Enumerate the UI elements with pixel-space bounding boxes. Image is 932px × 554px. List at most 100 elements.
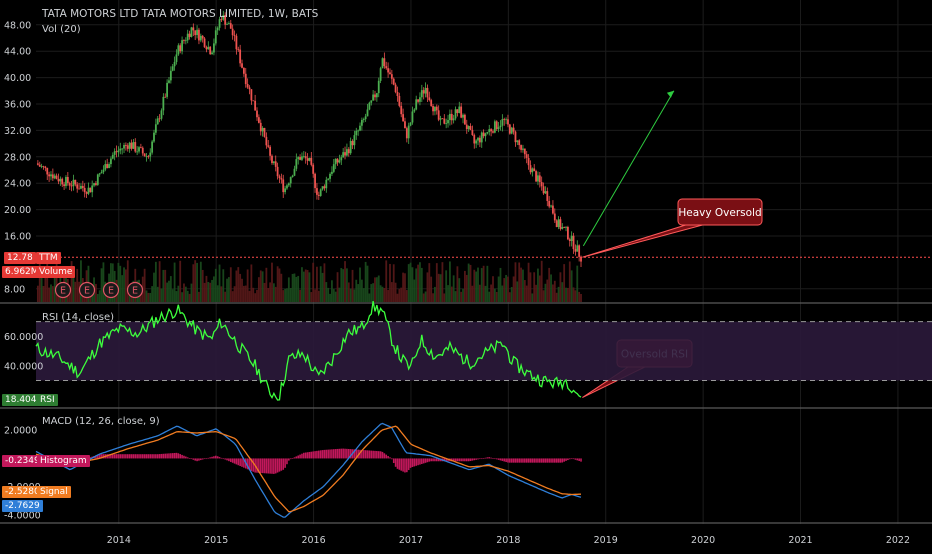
candle-body: [349, 140, 352, 154]
histogram-bar: [557, 458, 560, 463]
signal-series-line: [35, 425, 581, 513]
candle-body: [190, 27, 193, 37]
candle-body: [507, 119, 509, 125]
histogram-bar: [237, 458, 240, 466]
volume-bar: [523, 280, 526, 302]
candle-body: [205, 47, 208, 50]
candle-body: [46, 167, 49, 175]
candle-body: [501, 119, 504, 126]
candle-body: [368, 102, 371, 110]
heavy-oversold-callout-pointer: [582, 222, 711, 258]
volume-bar: [316, 266, 318, 302]
histogram-bar: [216, 456, 219, 459]
volume-bar: [331, 280, 333, 302]
candle-body: [78, 188, 80, 190]
x-tick-label: 2021: [788, 535, 812, 546]
volume-bar: [55, 262, 58, 302]
macd-value-tag: -2.7629: [2, 500, 43, 512]
volume-bar: [437, 273, 440, 302]
candle-body: [207, 46, 210, 50]
volume-bar: [177, 285, 180, 302]
histogram-bar: [568, 458, 571, 460]
rsi-tick-label: 40.0000: [4, 361, 43, 372]
macd-legend: MACD (12, 26, close, 9): [42, 416, 160, 427]
volume-bar: [38, 264, 41, 302]
volume-bar: [158, 261, 161, 302]
histogram-bar: [314, 451, 316, 459]
histogram-bar: [456, 458, 459, 462]
histogram-bar: [415, 458, 418, 466]
histogram-bar: [183, 455, 185, 459]
candle-body: [104, 164, 107, 170]
x-tick-label: 2018: [496, 535, 520, 546]
candle-body: [106, 164, 109, 169]
candle-body: [360, 119, 363, 126]
histogram-bar: [190, 458, 193, 460]
volume-bar: [286, 288, 288, 302]
volume-bar: [409, 262, 412, 302]
candle-body: [398, 95, 401, 106]
candle-body: [65, 176, 67, 186]
candle-body: [563, 227, 566, 228]
histogram-bar: [145, 454, 148, 459]
histogram-bar: [267, 458, 270, 474]
histogram-bar: [561, 458, 564, 463]
volume-bar: [347, 282, 350, 302]
candle-body: [568, 239, 571, 241]
candle-body: [344, 152, 346, 156]
histogram-bar: [437, 458, 440, 462]
volume-bar: [263, 282, 266, 302]
histogram-bar: [303, 452, 305, 459]
histogram-bar: [218, 457, 221, 459]
candle-body: [55, 175, 58, 179]
histogram-bar: [125, 454, 127, 459]
histogram-bar: [153, 454, 155, 459]
candle-body: [239, 49, 242, 64]
histogram-bar: [531, 458, 534, 463]
volume-bar: [95, 283, 97, 302]
volume-bar: [314, 289, 316, 302]
volume-bar: [538, 275, 541, 302]
histogram-bar: [222, 458, 225, 460]
volume-bar: [392, 264, 395, 302]
volume-bar: [244, 285, 247, 302]
candle-body: [342, 152, 345, 158]
volume-bar: [254, 293, 257, 302]
histogram-bar: [477, 458, 479, 460]
candle-body: [445, 123, 448, 125]
volume-bar: [198, 291, 200, 302]
volume-bar: [390, 282, 393, 302]
histogram-bar: [233, 458, 236, 464]
histogram-bar: [179, 454, 182, 459]
histogram-bar: [288, 458, 290, 461]
candle-body: [74, 179, 77, 185]
candle-body: [57, 178, 60, 182]
volume-bar: [239, 273, 242, 302]
histogram-bar: [347, 448, 350, 459]
candle-body: [83, 187, 86, 193]
volume-bar: [529, 272, 532, 302]
volume-bar: [510, 287, 513, 302]
volume-bar: [351, 269, 354, 302]
volume-bar: [248, 290, 251, 302]
histogram-label-tag: Histogram: [37, 455, 90, 467]
volume-bar: [512, 276, 515, 302]
volume-bar: [362, 288, 365, 302]
candle-body: [538, 175, 541, 183]
volume-bar: [179, 260, 182, 302]
histogram-bar: [574, 458, 577, 460]
volume-bar: [156, 286, 159, 302]
candle-body: [287, 183, 290, 186]
y-tick-label: 44.00: [4, 47, 31, 58]
histogram-bar: [426, 458, 429, 463]
candle-body: [261, 127, 264, 132]
volume-bar: [546, 279, 549, 302]
histogram-bar: [207, 457, 210, 459]
histogram-bar: [323, 449, 326, 459]
histogram-bar: [578, 458, 580, 461]
volume-bar: [525, 285, 528, 302]
histogram-bar: [454, 458, 457, 462]
histogram-bar: [499, 458, 502, 461]
